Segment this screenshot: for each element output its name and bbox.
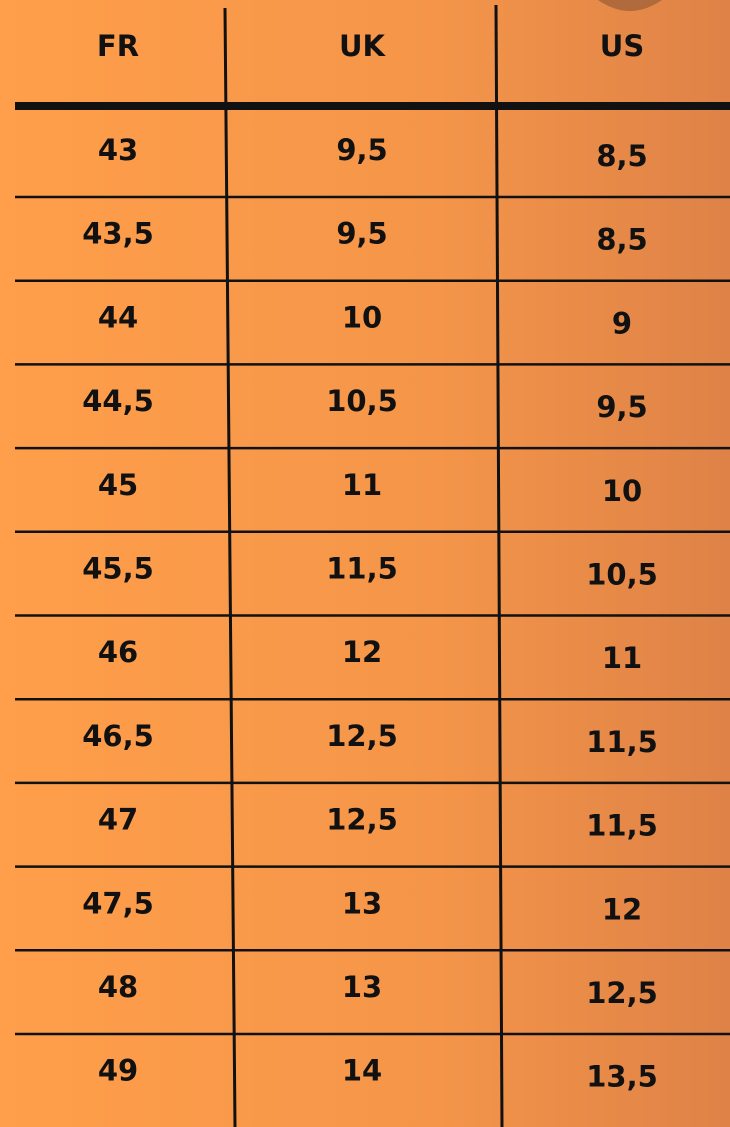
cell: 12,5 [586,976,658,1010]
cell: 9,5 [336,217,387,251]
cell: 45 [98,468,138,502]
cell: 13 [342,970,382,1004]
cell: 44,5 [82,384,154,418]
cell: 11,5 [586,725,658,759]
cell: 46 [98,635,138,669]
column-header: FR [97,29,139,63]
cell: 13,5 [586,1060,658,1094]
column-header: US [600,29,644,63]
cell: 11 [342,468,382,502]
cell: 49 [98,1054,138,1088]
cell: 11,5 [586,809,658,843]
cell: 12 [602,892,642,926]
cell: 8,5 [596,139,647,173]
cell: 11 [602,641,642,675]
cell: 10 [342,300,382,334]
cell: 9,5 [596,390,647,424]
cell: 11,5 [326,552,398,586]
cell: 12 [342,635,382,669]
cell: 10,5 [326,384,398,418]
cell: 10,5 [586,558,658,592]
cell: 46,5 [82,719,154,753]
cell: 12,5 [326,803,398,837]
column-header: UK [339,29,387,63]
cell: 9,5 [336,133,387,167]
cell: 43 [98,133,138,167]
cell: 13 [342,886,382,920]
cell: 43,5 [82,217,154,251]
size-chart: FR UK US 43 9,5 8,5 43,5 9,5 8,5 44 10 9 44,5 10,5 9,5… [0,0,730,1127]
cell: 47 [98,803,138,837]
cell: 9 [612,306,632,340]
cell: 8,5 [596,223,647,257]
cell: 47,5 [82,886,154,920]
cell: 10 [602,474,642,508]
cell: 45,5 [82,552,154,586]
cell: 14 [342,1054,382,1088]
cell: 44 [98,300,138,334]
cell: 12,5 [326,719,398,753]
cell: 48 [98,970,138,1004]
